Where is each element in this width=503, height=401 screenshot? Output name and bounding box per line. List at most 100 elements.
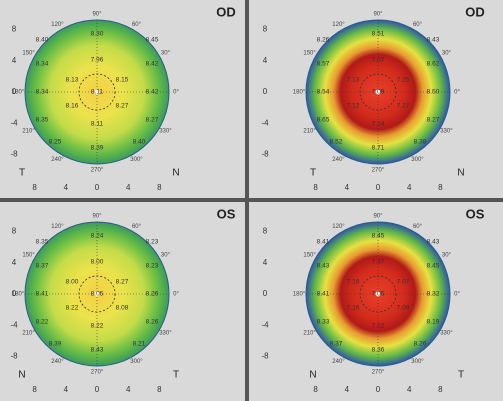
- value-label: 8.34: [36, 61, 49, 68]
- angle-label: 270°: [91, 370, 104, 376]
- value-label: 8.08: [116, 305, 129, 312]
- value-label: 8.35: [36, 239, 49, 246]
- eye-label: OS: [217, 206, 236, 221]
- value-label: 8.34: [36, 89, 49, 96]
- y-tick-label: 4: [12, 258, 17, 267]
- y-tick-label: -8: [261, 352, 269, 361]
- value-label: 8.39: [91, 145, 104, 152]
- angle-label: 60°: [132, 224, 142, 230]
- angle-label: 30°: [161, 253, 171, 259]
- eye-label: OD: [465, 4, 485, 19]
- value-label: 8.26: [146, 291, 159, 298]
- value-label: 7.13: [347, 77, 360, 84]
- angle-label: 240°: [51, 157, 64, 163]
- y-tick-label: -4: [261, 118, 269, 127]
- value-label: 7.12: [347, 103, 360, 110]
- value-label: 7.07: [397, 279, 410, 286]
- x-tick-label: 4: [407, 183, 412, 192]
- value-label: 8.62: [427, 61, 440, 68]
- angle-label: 240°: [51, 359, 64, 365]
- value-label: 8.43: [91, 347, 104, 354]
- divider: [0, 198, 503, 202]
- angle-label: 120°: [332, 22, 345, 28]
- y-tick-label: -8: [10, 352, 18, 361]
- value-label: 8.42: [146, 61, 159, 68]
- angle-label: 30°: [442, 253, 452, 259]
- angle-label: 240°: [332, 359, 345, 365]
- value-label: 7.05: [372, 291, 385, 298]
- value-label: 7.37: [372, 259, 385, 266]
- value-label: 8.40: [133, 139, 146, 146]
- value-label: 8.27: [146, 117, 159, 124]
- value-label: 8.27: [427, 117, 440, 124]
- eye-label: OS: [466, 206, 485, 221]
- x-tick-label: 0: [376, 183, 381, 192]
- value-label: 7.25: [397, 77, 410, 84]
- value-label: 8.45: [427, 263, 440, 270]
- angle-label: 180°: [12, 292, 25, 298]
- pupil-ring: [359, 275, 397, 313]
- value-label: 7.09: [372, 89, 385, 96]
- x-tick-label: 0: [95, 385, 100, 394]
- corner-label: N: [18, 370, 25, 381]
- value-label: 8.26: [317, 37, 330, 44]
- value-label: 8.33: [317, 319, 330, 326]
- angle-label: 210°: [303, 331, 316, 337]
- value-label: 7.14: [372, 121, 385, 128]
- x-tick-label: 4: [345, 385, 350, 394]
- y-tick-label: -4: [261, 320, 269, 329]
- value-label: 8.22: [66, 305, 79, 312]
- pupil-ring: [359, 73, 397, 111]
- corner-label: T: [19, 168, 25, 179]
- value-label: 8.71: [372, 145, 385, 152]
- angle-label: 150°: [22, 253, 35, 259]
- x-tick-label: 8: [32, 385, 37, 394]
- y-tick-label: 4: [12, 56, 17, 65]
- y-tick-label: 0: [263, 289, 268, 298]
- y-tick-label: -4: [10, 118, 18, 127]
- value-label: 8.40: [36, 37, 49, 44]
- angle-label: 330°: [159, 331, 172, 337]
- x-tick-label: 8: [438, 385, 443, 394]
- value-label: 8.43: [427, 239, 440, 246]
- x-tick-label: 0: [95, 183, 100, 192]
- value-label: 8.41: [317, 239, 330, 246]
- angle-label: 90°: [92, 12, 102, 18]
- value-label: 8.39: [49, 341, 62, 348]
- y-tick-label: -8: [261, 150, 269, 159]
- angle-label: 150°: [22, 51, 35, 57]
- value-label: 8.43: [427, 37, 440, 44]
- corner-label: T: [458, 370, 464, 381]
- corner-label: T: [310, 168, 316, 179]
- angle-label: 330°: [159, 129, 172, 135]
- value-label: 7.96: [91, 57, 104, 64]
- value-label: 8.26: [146, 319, 159, 326]
- value-label: 8.22: [36, 319, 49, 326]
- pupil-ring: [78, 275, 116, 313]
- angle-label: 90°: [373, 12, 383, 18]
- value-label: 8.43: [317, 263, 330, 270]
- value-label: 7.18: [347, 279, 360, 286]
- value-label: 8.41: [317, 291, 330, 298]
- x-tick-label: 4: [64, 385, 69, 394]
- angle-label: 30°: [442, 51, 452, 57]
- x-tick-label: 8: [438, 183, 443, 192]
- y-tick-label: 4: [263, 258, 268, 267]
- angle-label: 270°: [372, 370, 385, 376]
- y-tick-label: 8: [263, 227, 268, 236]
- apex: [375, 89, 381, 95]
- angle-label: 180°: [12, 90, 25, 96]
- corner-label: N: [172, 168, 179, 179]
- value-label: 7.16: [347, 305, 360, 312]
- angle-label: 300°: [411, 157, 424, 163]
- x-tick-label: 4: [407, 385, 412, 394]
- angle-label: 300°: [130, 157, 143, 163]
- angle-label: 90°: [92, 214, 102, 220]
- value-label: 8.27: [116, 279, 129, 286]
- value-label: 8.37: [330, 341, 343, 348]
- angle-label: 270°: [91, 168, 104, 174]
- value-label: 8.65: [317, 117, 330, 124]
- angle-label: 120°: [332, 224, 345, 230]
- value-label: 8.05: [91, 291, 104, 298]
